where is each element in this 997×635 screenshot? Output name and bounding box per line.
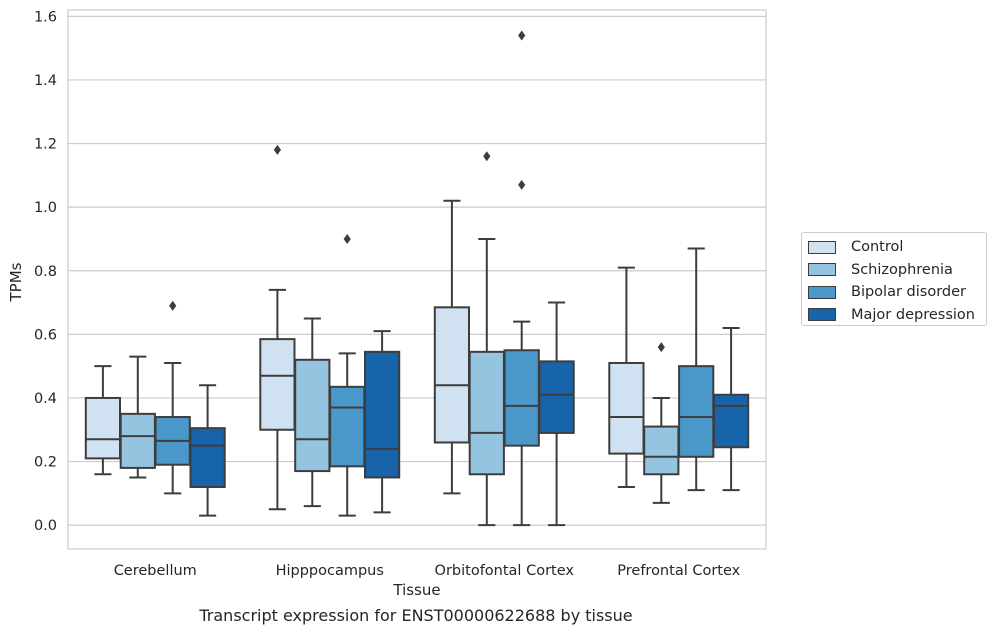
- box-major-depression: [189, 384, 226, 517]
- y-tick-labels: 0.0 0.2 0.4 0.6 0.8 1.0 1.2 1.4 1.6: [34, 9, 57, 534]
- legend-label: Bipolar disorder: [851, 284, 966, 300]
- outlier-point: [518, 179, 526, 190]
- box-iqr: [84, 396, 122, 460]
- box-major-depression: [538, 301, 575, 527]
- legend-item: Major depression: [808, 305, 975, 325]
- outlier-point: [518, 30, 526, 41]
- box-iqr: [433, 306, 471, 444]
- box-iqr: [259, 338, 296, 431]
- y-tick-label: 1.4: [34, 73, 57, 89]
- box-schizophrenia: [294, 317, 331, 508]
- box-iqr: [678, 365, 715, 458]
- legend-item: Schizophrenia: [808, 260, 953, 280]
- legend-label: Control: [851, 239, 904, 255]
- y-tick-label: 1.0: [34, 200, 57, 216]
- outlier-point: [343, 233, 351, 244]
- legend: Control Schizophrenia Bipolar disorder Majo…: [801, 232, 987, 326]
- legend-swatch: [808, 240, 836, 254]
- box-iqr: [608, 361, 645, 455]
- box-groups: [84, 30, 750, 527]
- box-iqr: [538, 360, 575, 434]
- y-tick-label: 0.4: [34, 391, 57, 407]
- box-iqr: [712, 393, 750, 449]
- box-iqr: [363, 350, 401, 479]
- legend-label: Schizophrenia: [851, 261, 953, 278]
- box-schizophrenia: [643, 342, 680, 504]
- y-tick-label: 1.6: [34, 9, 57, 25]
- box-control: [84, 365, 122, 476]
- box-control: [433, 199, 471, 495]
- box-bipolar-disorder: [678, 247, 715, 492]
- y-tick-label: 0.0: [34, 518, 57, 534]
- x-tick-label: Hipppocampus: [276, 563, 384, 579]
- box-control: [259, 144, 296, 511]
- box-iqr: [294, 358, 331, 473]
- legend-item: Bipolar disorder: [808, 282, 966, 302]
- y-tick-label: 1.2: [34, 137, 57, 153]
- box-major-depression: [363, 330, 401, 514]
- box-bipolar-disorder: [154, 300, 191, 495]
- box-iqr: [189, 427, 226, 488]
- legend-swatch: [808, 285, 836, 299]
- legend-swatch: [808, 308, 836, 321]
- legend-item: Control: [808, 237, 903, 257]
- chart-caption: Transcript expression for ENST0000062268…: [199, 606, 633, 625]
- box-schizophrenia: [468, 151, 505, 527]
- box-iqr: [643, 425, 680, 476]
- legend-swatch: [808, 263, 836, 276]
- box-control: [608, 266, 645, 488]
- outlier-point: [273, 144, 281, 155]
- box-iqr: [329, 385, 366, 468]
- box-iqr: [119, 412, 156, 469]
- box-iqr: [468, 350, 505, 476]
- y-tick-label: 0.2: [34, 455, 57, 471]
- x-tick-label: Prefrontal Cortex: [617, 563, 740, 579]
- box-iqr: [503, 349, 540, 447]
- box-bipolar-disorder: [503, 30, 540, 527]
- x-axis-label: Tissue: [392, 581, 440, 599]
- plot-frame: [67, 9, 767, 550]
- y-axis-label: TPMs: [7, 262, 25, 302]
- legend-label: Major depression: [851, 306, 975, 323]
- outlier-point: [169, 300, 177, 311]
- box-schizophrenia: [119, 355, 156, 479]
- outlier-point: [657, 342, 665, 353]
- x-tick-label: Orbitofontal Cortex: [435, 563, 575, 579]
- box-bipolar-disorder: [329, 233, 366, 517]
- box-major-depression: [712, 326, 750, 492]
- y-tick-label: 0.8: [34, 264, 57, 280]
- outlier-point: [483, 151, 491, 162]
- x-tick-label: Cerebellum: [114, 563, 197, 579]
- x-tick-labels: Cerebellum Hipppocampus Orbitofontal Corte…: [114, 563, 741, 579]
- y-tick-label: 0.6: [34, 327, 57, 343]
